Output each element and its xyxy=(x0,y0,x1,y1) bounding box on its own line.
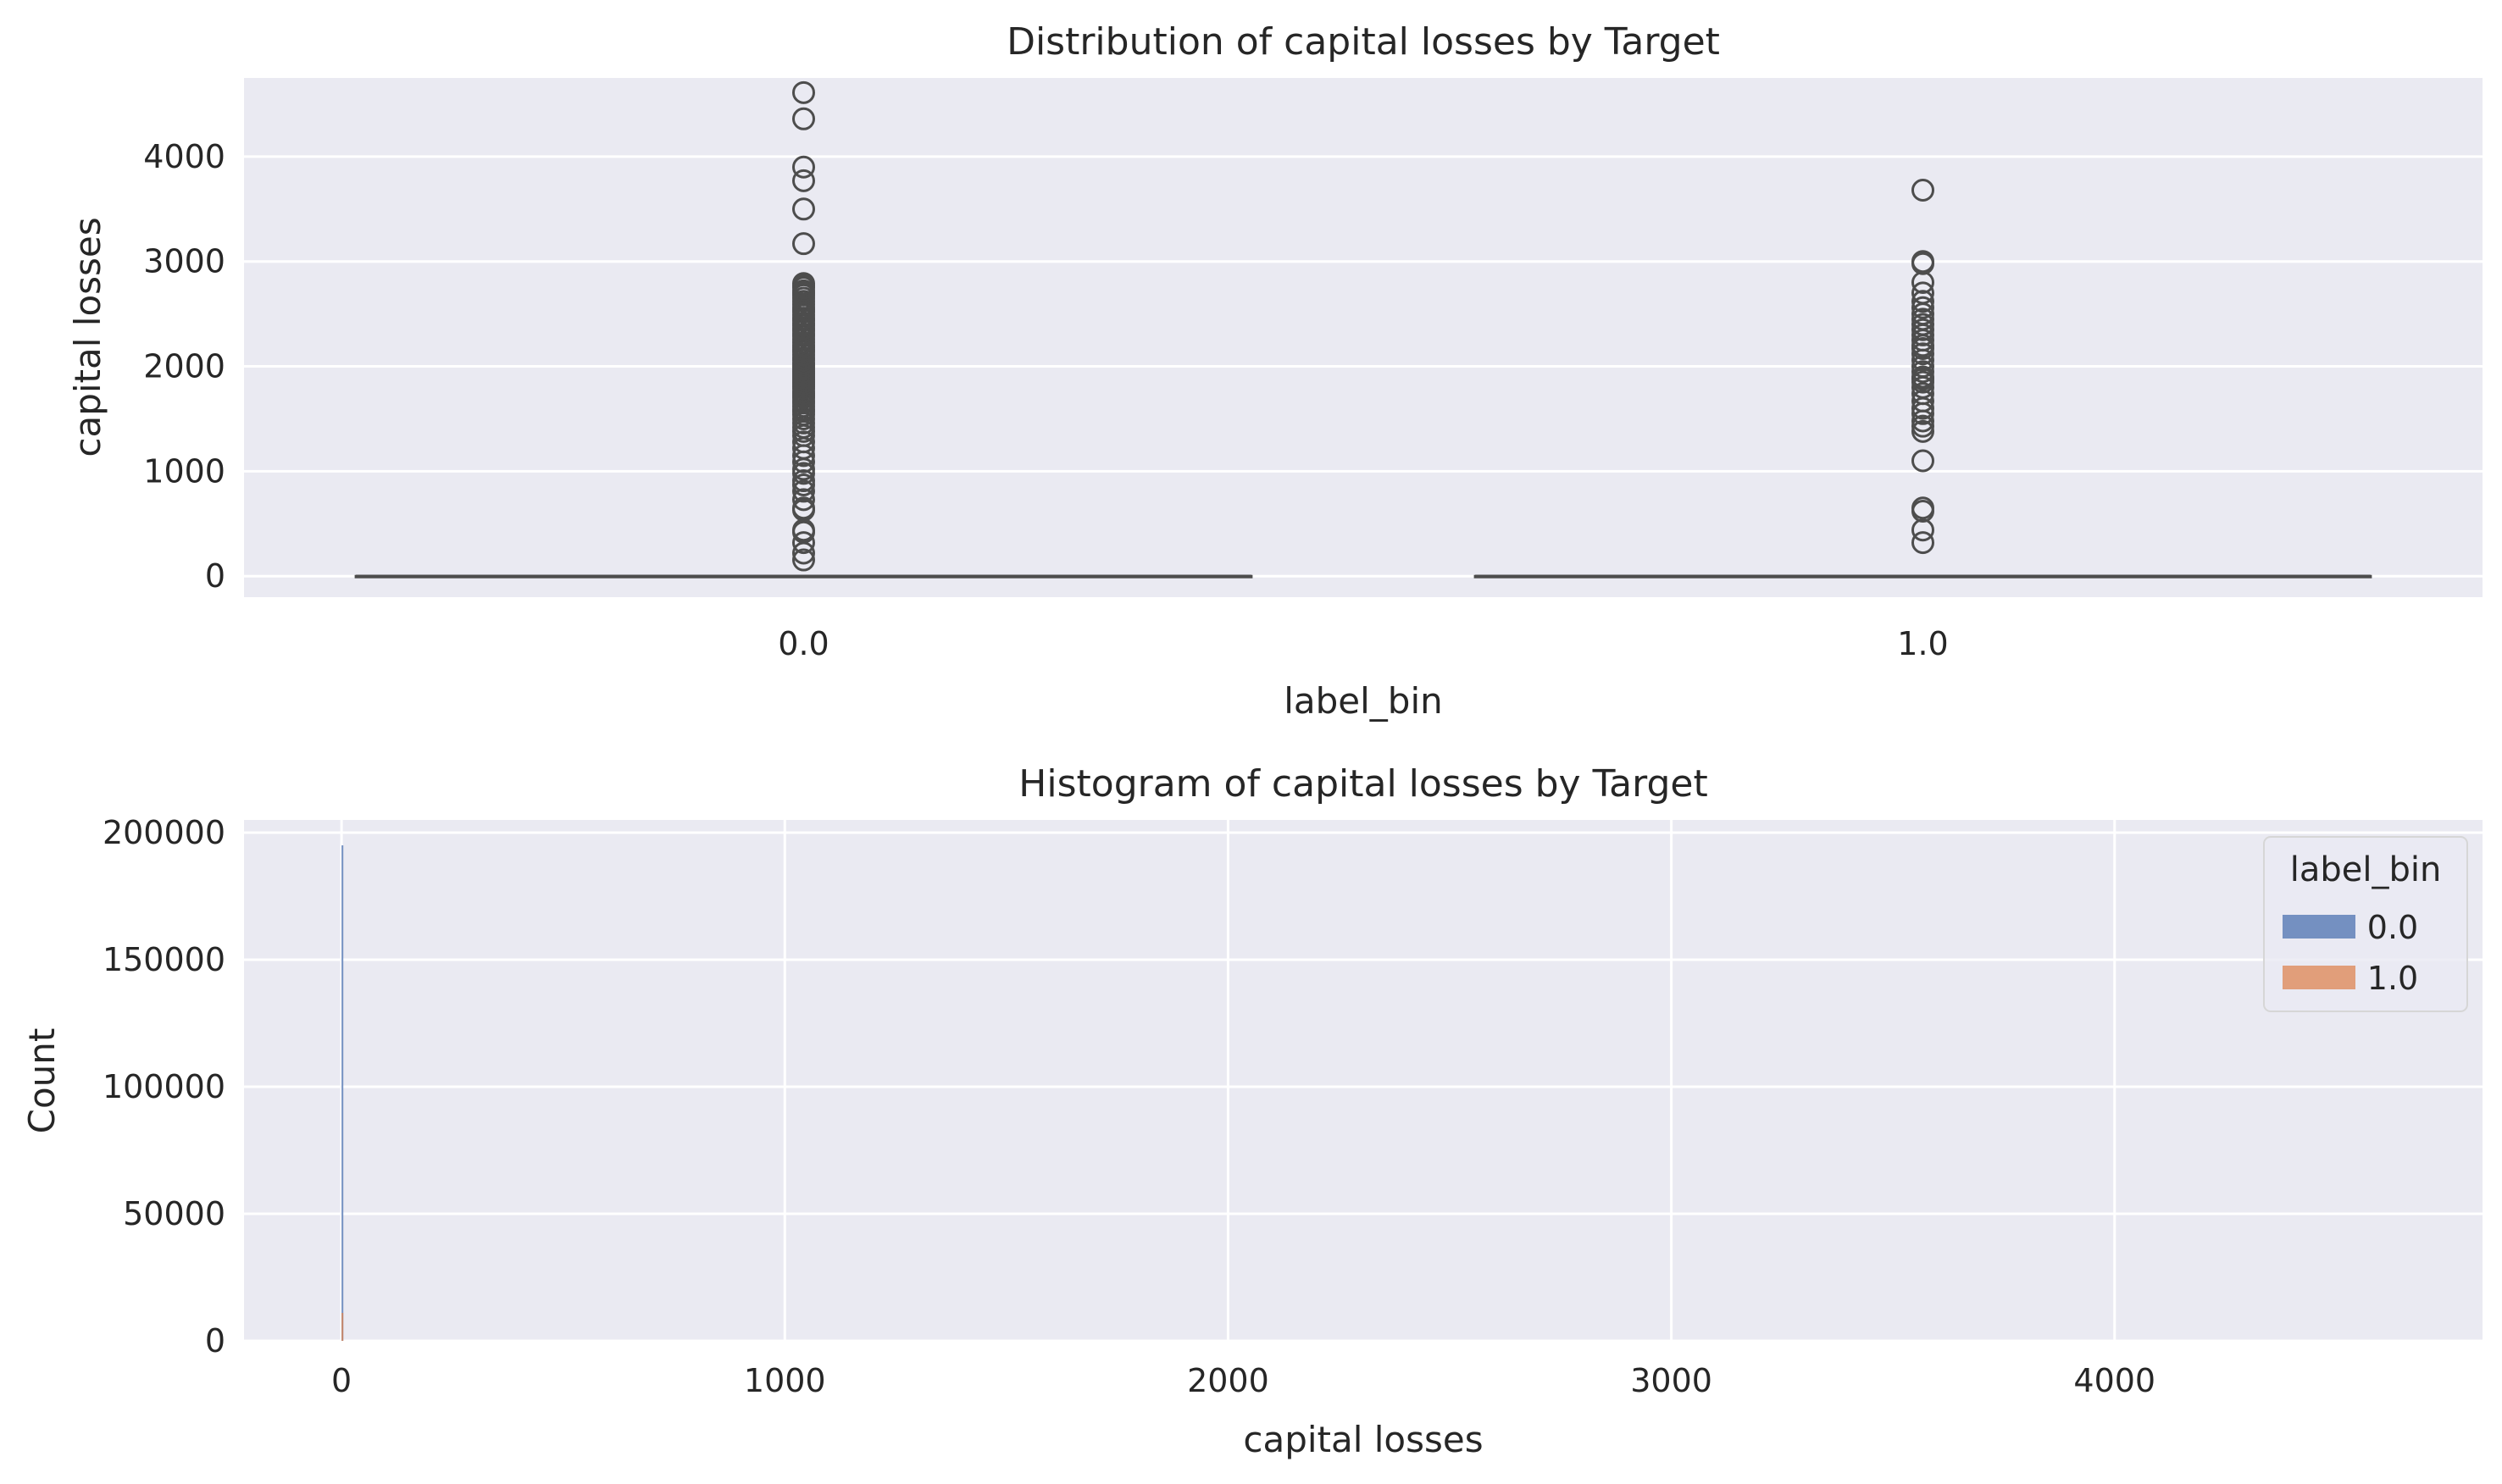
boxplot-y-tick-label-0: 0 xyxy=(205,557,225,595)
histogram-x-tick-label-0: 0 xyxy=(331,1362,352,1399)
boxplot-y-tick-label-3: 3000 xyxy=(143,243,225,280)
boxplot-x-axis-label: label_bin xyxy=(1284,680,1443,722)
histogram-x-tick-label-3: 3000 xyxy=(1630,1362,1712,1399)
outlier-point-1-28 xyxy=(1911,296,1934,319)
outlier-point-0-77 xyxy=(792,169,815,192)
boxplot-plot-area xyxy=(244,78,2483,597)
outlier-point-1-16 xyxy=(1911,360,1934,384)
histogram-x-tick-label-2: 2000 xyxy=(1187,1362,1269,1399)
boxplot-title: Distribution of capital losses by Target xyxy=(1007,20,1720,64)
outlier-point-1-6 xyxy=(1911,414,1934,438)
outlier-point-0-2 xyxy=(792,531,815,555)
boxplot-y-tick-label-1: 1000 xyxy=(143,452,225,490)
legend-label-0: 0.0 xyxy=(2367,909,2418,946)
histogram-panel: 0 50000 100000 150000 200000 0 1000 2000 3000 400… xyxy=(21,762,2483,1460)
histogram-x-tick-label-4: 4000 xyxy=(2073,1362,2155,1399)
outlier-point-1-30 xyxy=(1911,281,1934,305)
boxplot-marks xyxy=(354,80,2372,579)
outlier-point-1-11 xyxy=(1911,382,1934,406)
outlier-point-1-19 xyxy=(1911,342,1934,366)
histogram-x-tick-label-1: 1000 xyxy=(744,1362,826,1399)
outlier-point-1-15 xyxy=(1911,365,1934,389)
histogram-title: Histogram of capital losses by Target xyxy=(1018,762,1707,806)
boxplot-y-tick-label-2: 2000 xyxy=(143,348,225,385)
outlier-point-1-26 xyxy=(1911,307,1934,331)
outlier-point-0-16 xyxy=(792,430,815,454)
outlier-point-1-24 xyxy=(1911,318,1934,341)
outlier-point-1-34 xyxy=(1911,179,1934,202)
outlier-point-0-74 xyxy=(792,272,815,296)
outlier-point-1-0 xyxy=(1911,531,1934,555)
legend-swatch-0 xyxy=(2283,915,2355,939)
histogram-y-tick-label-4: 200000 xyxy=(103,814,225,851)
outlier-point-1-10 xyxy=(1911,389,1934,413)
outlier-point-1-3 xyxy=(1911,496,1934,520)
legend-swatch-1 xyxy=(2283,966,2355,989)
outlier-point-1-5 xyxy=(1911,419,1934,443)
outlier-point-1-25 xyxy=(1911,313,1934,336)
histogram-y-tick-label-2: 100000 xyxy=(103,1068,225,1105)
boxplot-x-ticks: 0.0 1.0 xyxy=(778,625,1948,662)
outlier-point-0-6 xyxy=(792,496,815,520)
outlier-point-1-29 xyxy=(1911,290,1934,313)
histogram-y-tick-label-0: 0 xyxy=(205,1322,225,1359)
outlier-point-1-33 xyxy=(1911,250,1934,274)
histogram-y-axis-label: Count xyxy=(21,1028,63,1134)
legend-label-1: 1.0 xyxy=(2367,960,2418,997)
histogram-bars xyxy=(341,845,344,1341)
outlier-point-0-8 xyxy=(792,479,815,503)
legend-title: label_bin xyxy=(2290,850,2442,889)
histogram-ticks: 0 50000 100000 150000 200000 0 1000 2000 3000 400… xyxy=(103,814,2155,1399)
outlier-point-0-0 xyxy=(792,548,815,572)
histogram-y-tick-label-1: 50000 xyxy=(123,1195,225,1232)
outlier-point-0-78 xyxy=(792,155,815,179)
outlier-point-1-4 xyxy=(1911,449,1934,473)
histogram-plot-area xyxy=(244,820,2483,1341)
boxplot-x-tick-label-0: 0.0 xyxy=(778,625,829,662)
boxplot-y-axis-label: capital losses xyxy=(67,217,108,457)
hist-bar-1-0 xyxy=(341,1313,344,1341)
boxplot-panel: 0 1000 2000 3000 4000 0.0 1.0 Distribution of… xyxy=(67,20,2483,722)
outlier-point-0-75 xyxy=(792,232,815,256)
outlier-point-0-76 xyxy=(792,197,815,221)
histogram-y-tick-label-3: 150000 xyxy=(103,941,225,978)
outlier-point-0-79 xyxy=(792,107,815,130)
histogram-gridlines xyxy=(244,820,2483,1343)
histogram-legend: label_bin 0.0 1.0 xyxy=(2263,836,2468,1012)
histogram-x-axis-label: capital losses xyxy=(1243,1419,1483,1460)
hist-bar-0-0 xyxy=(341,845,344,1341)
boxplot-y-tick-label-4: 4000 xyxy=(143,138,225,175)
outlier-point-0-7 xyxy=(792,488,815,512)
boxplot-y-ticks: 0 1000 2000 3000 4000 xyxy=(143,138,225,595)
boxplot-x-tick-label-1: 1.0 xyxy=(1897,625,1948,662)
outlier-point-0-80 xyxy=(792,80,815,104)
outlier-point-0-10 xyxy=(792,469,815,493)
outlier-point-1-1 xyxy=(1911,518,1934,542)
